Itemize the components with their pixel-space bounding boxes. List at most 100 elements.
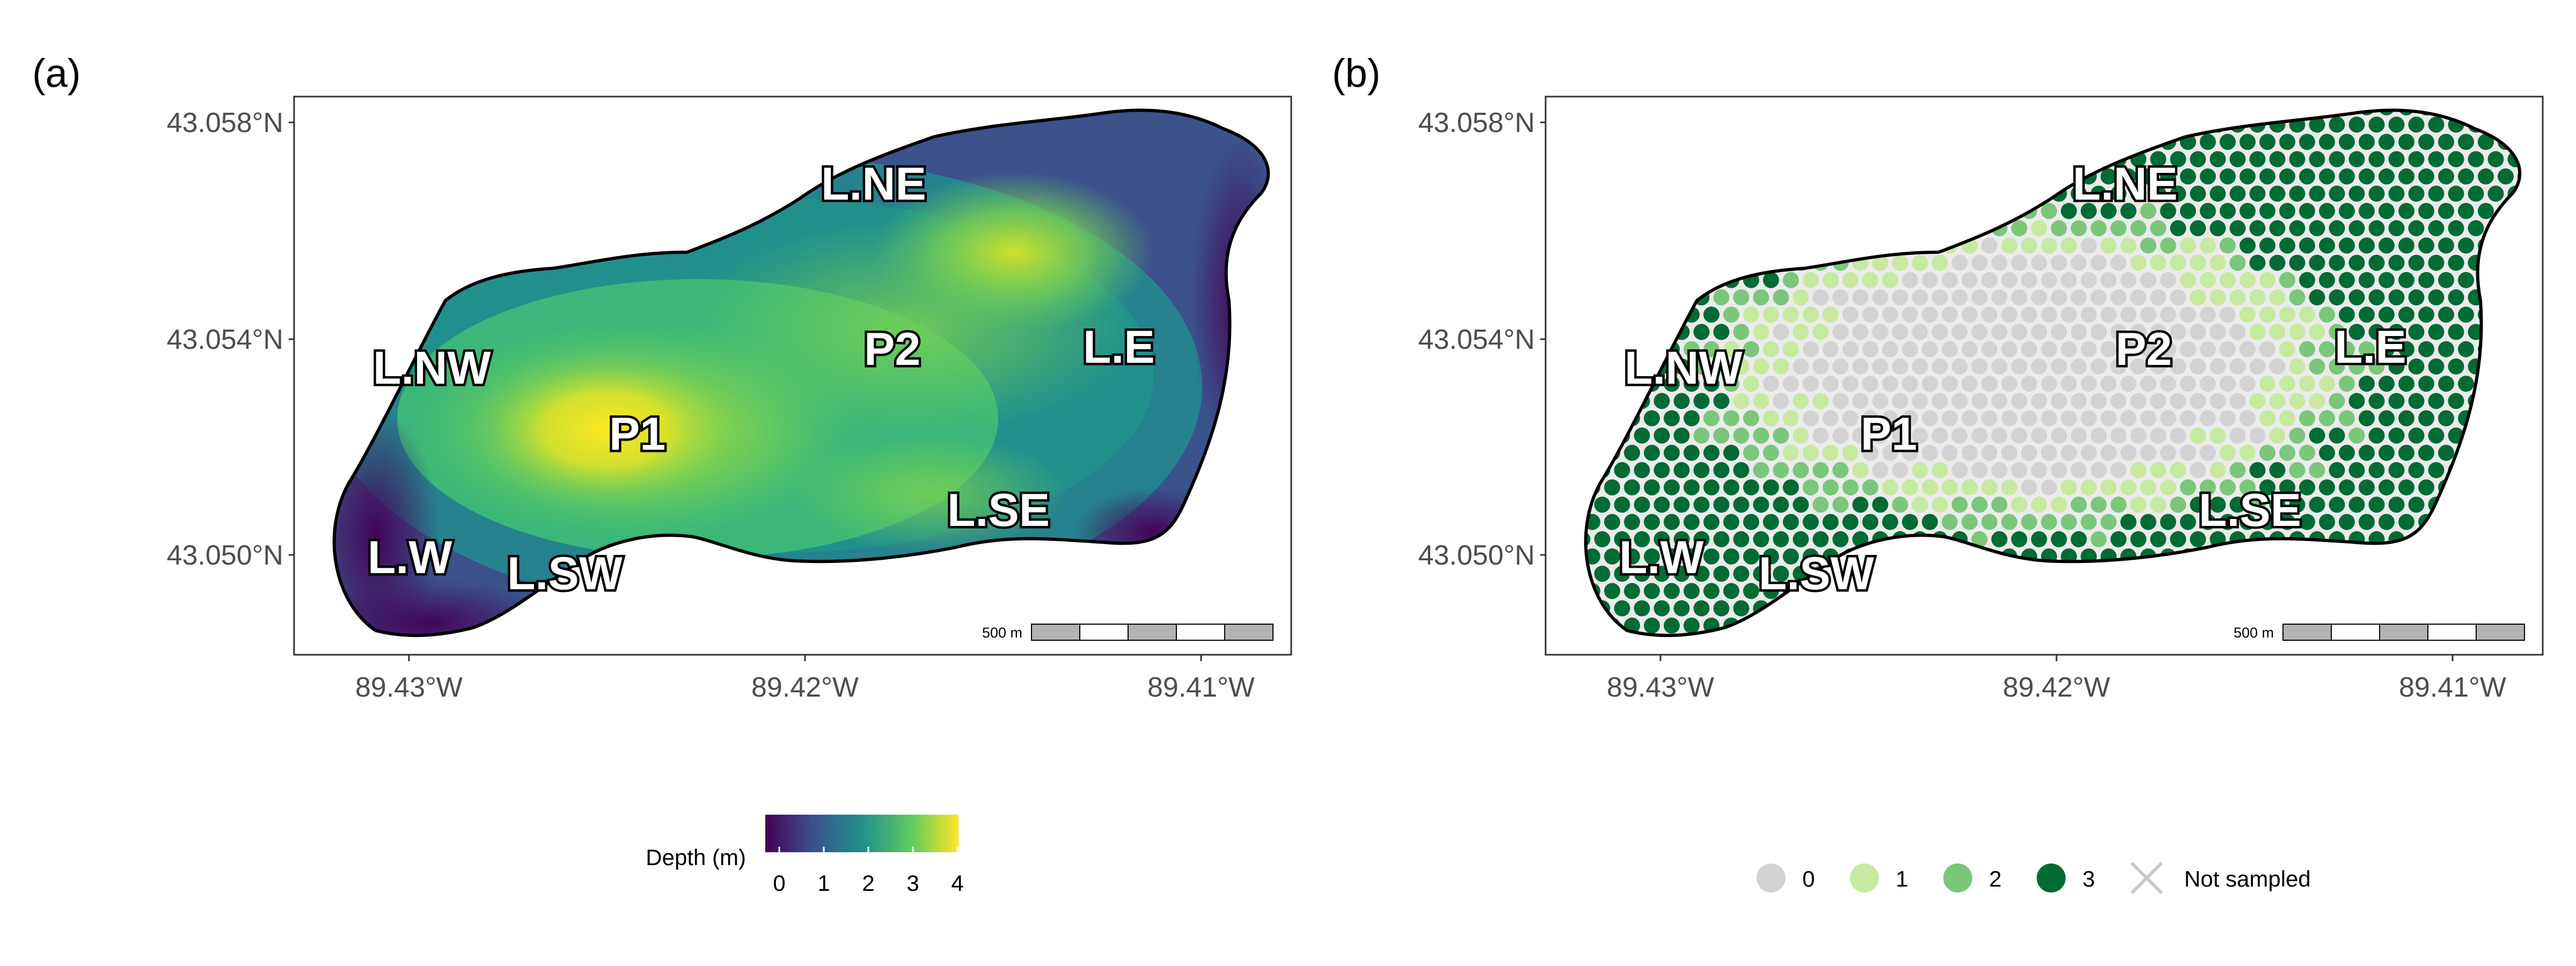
panel-a-tag: (a) <box>32 51 80 96</box>
sample-point <box>2130 427 2147 444</box>
legend-label-not-sampled: Not sampled <box>2184 866 2311 891</box>
sample-point <box>2200 168 2216 185</box>
lat-tick: 43.054°N <box>167 324 283 355</box>
sample-point <box>2348 116 2365 133</box>
sample-point <box>1733 427 1750 444</box>
sample-point <box>2319 341 2335 357</box>
sample-point <box>2150 358 2167 375</box>
sample-point <box>1812 462 1829 478</box>
sample-point <box>2249 254 2266 271</box>
sample-point <box>2259 272 2275 288</box>
sample-point <box>2269 427 2286 444</box>
site-label-l-w: L.W <box>368 532 452 583</box>
sample-point <box>2130 254 2147 271</box>
sample-point <box>2180 410 2196 427</box>
sample-point <box>1684 479 1700 496</box>
sample-point <box>2150 254 2167 271</box>
sample-point <box>2001 306 2017 323</box>
lon-tick: 89.43°W <box>355 672 463 703</box>
sample-point <box>1922 272 1938 288</box>
sample-point <box>1902 306 1918 323</box>
sample-point <box>1971 289 1988 306</box>
sample-point <box>2240 341 2256 357</box>
sample-point <box>1862 376 1878 392</box>
depth-tick-label: 1 <box>817 870 830 896</box>
sample-point <box>2348 393 2365 409</box>
sample-point <box>1912 462 1928 478</box>
sample-point <box>2299 272 2315 288</box>
sample-point <box>2388 393 2405 409</box>
sample-point <box>2229 462 2246 478</box>
sample-point <box>1902 341 1918 357</box>
sample-point <box>2309 289 2325 306</box>
legend-key-3 <box>2037 863 2066 892</box>
sample-point <box>2090 358 2107 375</box>
sample-point <box>2368 220 2385 237</box>
sample-point <box>2229 289 2246 306</box>
sample-point <box>2309 358 2325 375</box>
sample-point <box>1942 272 1958 288</box>
sample-point <box>1614 566 1630 582</box>
sample-point <box>1713 531 1730 547</box>
sample-point <box>2388 289 2405 306</box>
sample-point <box>2229 185 2246 202</box>
sample-point <box>1693 531 1710 547</box>
sample-point <box>1931 393 1948 409</box>
sample-point <box>2070 358 2087 375</box>
sample-point <box>2150 393 2167 409</box>
sample-point <box>2408 151 2425 167</box>
sample-point <box>1991 289 2008 306</box>
sample-point <box>2329 116 2345 133</box>
sample-point <box>1852 324 1869 340</box>
sample-point <box>1644 444 1660 461</box>
sample-point <box>1792 496 1809 513</box>
sample-point <box>2140 341 2156 357</box>
sample-point <box>1832 496 1849 513</box>
sample-point <box>1624 479 1640 496</box>
sample-point <box>1812 289 1829 306</box>
sample-point <box>2110 531 2127 547</box>
sample-point <box>1594 496 1611 513</box>
sample-point <box>2011 462 2028 478</box>
site-label-l-ne: L.NE <box>2073 158 2178 210</box>
sample-point <box>2458 376 2474 392</box>
depth-colorbar <box>765 815 958 852</box>
sample-point <box>2160 203 2176 219</box>
sample-point <box>2299 237 2315 254</box>
sample-point <box>2070 220 2087 237</box>
sample-point <box>2319 479 2335 496</box>
sample-point <box>1882 341 1898 357</box>
sample-point <box>2110 289 2127 306</box>
sample-point <box>1653 566 1670 582</box>
sample-point <box>2289 427 2306 444</box>
sample-point <box>1783 272 1799 288</box>
sample-point <box>2140 376 2156 392</box>
sample-point <box>2418 237 2434 254</box>
sample-point <box>2229 393 2246 409</box>
sample-point <box>2299 341 2315 357</box>
sample-point <box>2170 427 2186 444</box>
sample-point <box>2339 237 2355 254</box>
sample-point <box>1733 324 1750 340</box>
sample-point <box>1703 479 1719 496</box>
sample-point <box>2081 341 2097 357</box>
sample-point <box>2051 393 2067 409</box>
sample-point <box>2299 376 2315 392</box>
sample-point <box>1892 496 1908 513</box>
sample-point <box>1951 496 1968 513</box>
site-label-l-e: L.E <box>2334 321 2406 373</box>
sample-point <box>2130 462 2147 478</box>
sample-point <box>1931 427 1948 444</box>
sample-point <box>2388 151 2405 167</box>
sample-point <box>2160 376 2176 392</box>
sample-point <box>1703 514 1719 530</box>
legend-label-0: 0 <box>1802 866 1814 891</box>
sample-point <box>2468 185 2484 202</box>
sample-point <box>1872 289 1889 306</box>
sample-point <box>1912 254 1928 271</box>
sample-point <box>2388 462 2405 478</box>
sample-point <box>1951 254 1968 271</box>
sample-point <box>1743 444 1759 461</box>
lat-axis: 43.058°N 43.054°N 43.050°N <box>1418 107 1546 571</box>
sample-point <box>1872 393 1889 409</box>
